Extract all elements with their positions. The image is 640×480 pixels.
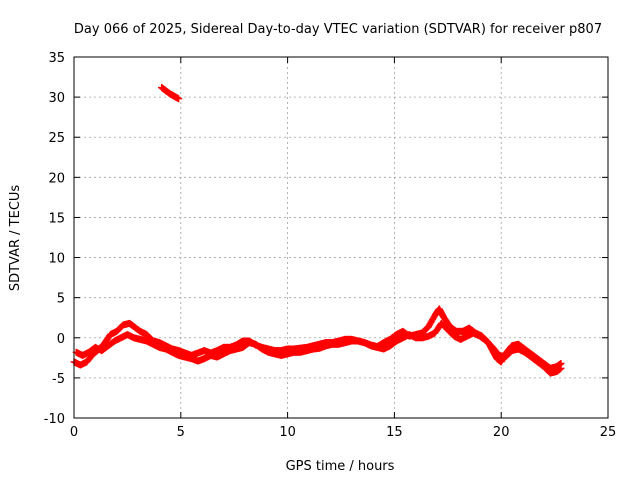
y-tick-label: 5 <box>57 292 65 307</box>
series-2 <box>72 319 565 377</box>
grid-lines <box>74 57 608 418</box>
x-tick-label: 10 <box>279 425 296 440</box>
y-tick-label: 25 <box>48 131 65 146</box>
y-tick-label: 0 <box>57 332 65 347</box>
tick-marks <box>73 56 609 419</box>
series-3 <box>158 83 183 103</box>
chart-title: Day 066 of 2025, Sidereal Day-to-day VTE… <box>74 22 602 37</box>
x-tick-label: 5 <box>177 425 185 440</box>
plot-frame <box>73 56 609 419</box>
x-axis-label: GPS time / hours <box>286 459 395 474</box>
y-tick-labels: -10 -5 0 5 10 15 20 25 30 35 <box>44 51 65 427</box>
y-tick-label: -5 <box>52 372 65 387</box>
data-point <box>175 95 183 103</box>
x-tick-label: 0 <box>70 425 78 440</box>
y-axis-label: SDTVAR / TECUs <box>8 185 23 292</box>
data-point <box>557 364 565 372</box>
x-tick-label: 25 <box>600 425 617 440</box>
y-tick-label: 20 <box>48 171 65 186</box>
x-tick-label: 20 <box>493 425 510 440</box>
data-points <box>70 83 565 377</box>
y-tick-label: 10 <box>48 252 65 267</box>
y-tick-label: 35 <box>48 51 65 66</box>
y-tick-label: 30 <box>48 91 65 106</box>
x-tick-labels: 0 5 10 15 20 25 <box>70 425 616 440</box>
y-tick-label: -10 <box>44 412 65 427</box>
x-tick-label: 15 <box>386 425 403 440</box>
y-tick-label: 15 <box>48 211 65 226</box>
